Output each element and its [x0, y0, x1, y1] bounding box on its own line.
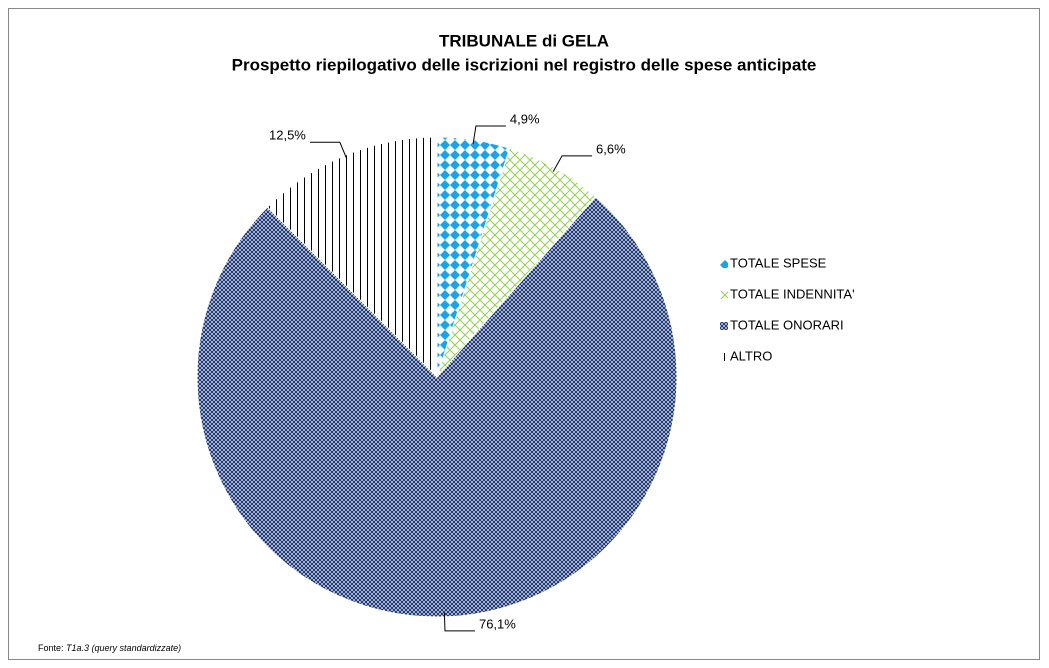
legend-label: TOTALE ONORARI [730, 317, 844, 332]
source-label: Fonte: [38, 643, 64, 653]
legend-swatch [720, 322, 728, 330]
legend-swatch [720, 291, 728, 299]
legend-swatch [720, 353, 728, 361]
leader-line [472, 125, 506, 144]
chart-title: TRIBUNALE di GELA [439, 31, 609, 50]
leader-line [552, 155, 593, 172]
source-text: T1a.3 (query standardizzate) [66, 643, 181, 653]
data-label: 6,6% [596, 141, 626, 156]
legend-label: TOTALE INDENNITA' [730, 286, 855, 301]
data-label: 12,5% [269, 128, 306, 143]
data-label: 76,1% [479, 616, 516, 631]
data-label: 4,9% [510, 111, 540, 126]
legend-label: TOTALE SPESE [730, 255, 827, 270]
legend-label: ALTRO [730, 348, 772, 363]
leader-line [309, 141, 348, 160]
source-note: Fonte: T1a.3 (query standardizzate) [38, 643, 181, 653]
leader-line [443, 612, 475, 632]
chart-subtitle: Prospetto riepilogativo delle iscrizioni… [232, 55, 817, 74]
legend-swatch [720, 260, 728, 268]
